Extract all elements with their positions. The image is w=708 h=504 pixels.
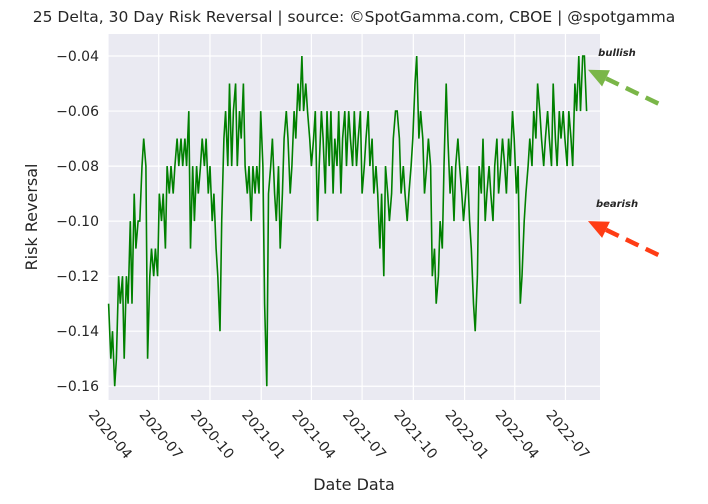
x-tick-label: 2022-04 <box>492 407 542 462</box>
x-tick-label: 2020-10 <box>187 407 237 462</box>
annotations: bullish bearish <box>588 48 666 261</box>
x-tick-label: 2020-07 <box>136 407 186 462</box>
bearish-arrow-head <box>588 221 610 238</box>
x-tick-label: 2020-04 <box>85 407 135 462</box>
x-tick-label: 2022-01 <box>442 407 492 462</box>
bullish-label: bullish <box>598 48 636 59</box>
x-tick-label: 2021-04 <box>288 407 338 462</box>
y-tick-label: −0.14 <box>56 324 99 340</box>
plot-area <box>108 34 600 400</box>
x-tick-label: 2021-10 <box>390 407 440 462</box>
bearish-label: bearish <box>596 199 638 210</box>
y-axis-ticks: −0.04 −0.06 −0.08 −0.10 −0.12 −0.14 −0.16 <box>56 49 99 395</box>
y-tick-label: −0.08 <box>56 159 99 175</box>
y-tick-label: −0.16 <box>56 379 99 395</box>
y-axis-label: Risk Reversal <box>22 164 41 271</box>
risk-reversal-line <box>107 55 588 387</box>
y-tick-label: −0.10 <box>56 214 99 230</box>
x-tick-label: 2021-01 <box>238 407 288 462</box>
chart-title: 25 Delta, 30 Day Risk Reversal | source:… <box>33 8 675 26</box>
bearish-arrow-shaft <box>605 227 666 261</box>
x-axis-ticks: 2020-04 2020-07 2020-10 2021-01 2021-04 2021-… <box>85 407 592 462</box>
y-tick-label: −0.06 <box>56 104 99 120</box>
bullish-arrow-shaft <box>605 76 666 109</box>
x-tick-label: 2022-07 <box>542 407 592 462</box>
x-tick-label: 2021-07 <box>339 407 389 462</box>
x-axis-label: Date Data <box>313 475 395 494</box>
bullish-arrow-head <box>588 69 610 87</box>
grid-lines <box>107 34 600 400</box>
y-tick-label: −0.04 <box>56 49 99 65</box>
y-tick-label: −0.12 <box>56 269 99 285</box>
series-group <box>107 55 588 387</box>
